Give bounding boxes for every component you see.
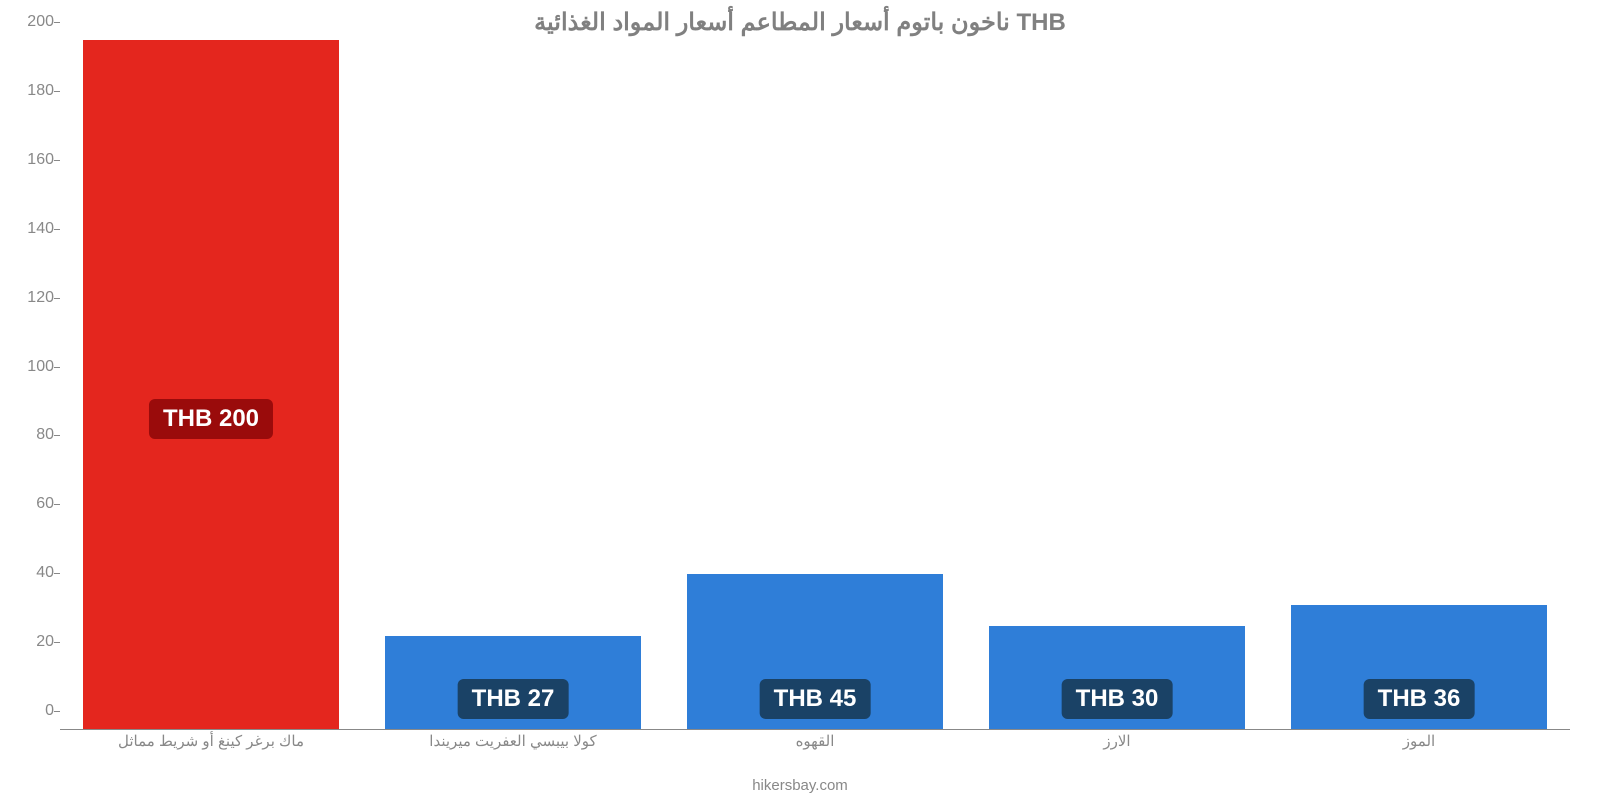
credit-text: hikersbay.com bbox=[0, 777, 1600, 794]
value-label: THB 200 bbox=[149, 399, 273, 439]
value-label: THB 45 bbox=[760, 679, 871, 719]
bar: THB 200 bbox=[83, 40, 340, 729]
value-label: THB 30 bbox=[1062, 679, 1173, 719]
ytick-label: 0 bbox=[45, 702, 54, 719]
ytick: 0 bbox=[10, 702, 54, 720]
xlabel: كولا بيبسي العفريت ميريندا bbox=[362, 732, 664, 750]
ytick-label: 60 bbox=[36, 495, 54, 512]
ytick-label: 200 bbox=[27, 13, 54, 30]
xlabel: الارز bbox=[966, 732, 1268, 750]
value-label: THB 36 bbox=[1364, 679, 1475, 719]
bar-slot: THB 45 bbox=[664, 40, 966, 729]
x-axis-labels: ماك برغر كينغ أو شريط مماثل كولا بيبسي ا… bbox=[60, 732, 1570, 750]
ytick: 180 bbox=[10, 82, 54, 100]
ytick-label: 80 bbox=[36, 426, 54, 443]
plot-area: 0 20 40 60 80 100 120 140 160 180 200 TH… bbox=[60, 40, 1570, 730]
xlabel: القهوه bbox=[664, 732, 966, 750]
ytick: 20 bbox=[10, 633, 54, 651]
bar: THB 36 bbox=[1291, 605, 1548, 729]
chart-title: ناخون باتوم أسعار المطاعم أسعار المواد ا… bbox=[0, 8, 1600, 37]
ytick: 140 bbox=[10, 220, 54, 238]
ytick-label: 40 bbox=[36, 564, 54, 581]
ytick: 60 bbox=[10, 495, 54, 513]
bar-slot: THB 200 bbox=[60, 40, 362, 729]
ytick-label: 140 bbox=[27, 220, 54, 237]
ytick-label: 160 bbox=[27, 151, 54, 168]
bars-container: THB 200 THB 27 THB 45 THB 30 THB bbox=[60, 40, 1570, 729]
xlabel: ماك برغر كينغ أو شريط مماثل bbox=[60, 732, 362, 750]
ytick: 160 bbox=[10, 151, 54, 169]
bar: THB 30 bbox=[989, 626, 1246, 729]
value-label: THB 27 bbox=[458, 679, 569, 719]
bar-slot: THB 30 bbox=[966, 40, 1268, 729]
ytick: 120 bbox=[10, 289, 54, 307]
bar: THB 45 bbox=[687, 574, 944, 729]
bar-chart: ناخون باتوم أسعار المطاعم أسعار المواد ا… bbox=[0, 0, 1600, 800]
ytick: 80 bbox=[10, 426, 54, 444]
bar-slot: THB 36 bbox=[1268, 40, 1570, 729]
bar: THB 27 bbox=[385, 636, 642, 729]
ytick-label: 20 bbox=[36, 633, 54, 650]
ytick: 40 bbox=[10, 564, 54, 582]
ytick-label: 100 bbox=[27, 358, 54, 375]
bar-slot: THB 27 bbox=[362, 40, 664, 729]
xlabel: الموز bbox=[1268, 732, 1570, 750]
ytick: 200 bbox=[10, 13, 54, 31]
ytick: 100 bbox=[10, 358, 54, 376]
ytick-label: 180 bbox=[27, 82, 54, 99]
ytick-label: 120 bbox=[27, 289, 54, 306]
